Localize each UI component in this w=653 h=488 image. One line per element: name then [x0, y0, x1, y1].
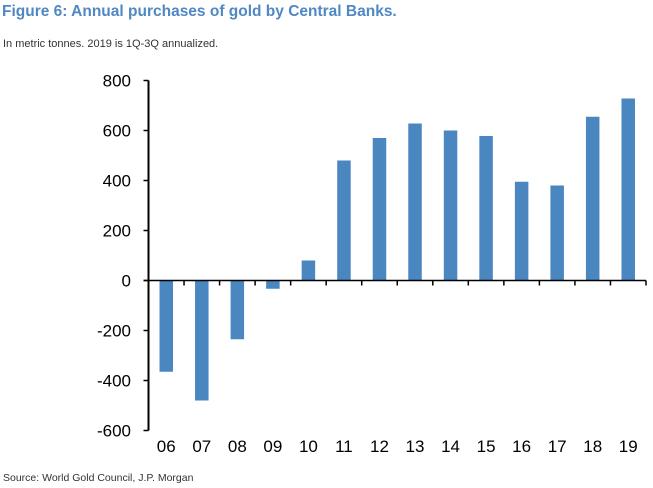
- x-tick-label: 08: [228, 437, 247, 456]
- y-tick-label: 800: [103, 72, 131, 91]
- y-tick-label: 200: [103, 222, 131, 241]
- bar-17: [550, 185, 564, 281]
- x-tick-label: 07: [192, 437, 211, 456]
- x-tick-label: 06: [157, 437, 176, 456]
- bar-06: [159, 280, 174, 372]
- bar-13: [408, 123, 422, 281]
- bar-07: [195, 280, 209, 401]
- x-tick-label: 12: [370, 437, 389, 456]
- x-tick-label: 10: [299, 437, 318, 456]
- x-tick-label: 09: [263, 437, 282, 456]
- x-tick-label: 19: [619, 437, 638, 456]
- bar-19: [621, 98, 635, 281]
- source-note: Source: World Gold Council, J.P. Morgan: [3, 472, 194, 484]
- bar-18: [585, 116, 600, 281]
- bar-10: [301, 260, 316, 281]
- y-tick-label: -400: [97, 372, 131, 391]
- y-tick-label: 0: [122, 272, 131, 291]
- y-tick-label: 400: [103, 172, 131, 191]
- x-axis-ticks: 06 07 08 09 10 11 12 13 14 15 16 17 18 19: [157, 280, 647, 456]
- bar-15: [479, 136, 493, 281]
- x-tick-label: 18: [583, 437, 602, 456]
- axes-group: [143, 80, 646, 431]
- x-tick-label: 15: [477, 437, 496, 456]
- y-tick-label: -200: [97, 322, 131, 341]
- x-tick-label: 14: [441, 437, 460, 456]
- x-tick-label: 17: [548, 437, 567, 456]
- x-tick-label: 11: [335, 437, 353, 456]
- bars-group: [159, 98, 635, 401]
- x-tick-label: 16: [512, 437, 531, 456]
- chart-subtitle: In metric tonnes. 2019 is 1Q-3Q annualiz…: [3, 38, 219, 50]
- bar-09: [266, 280, 280, 289]
- bar-16: [514, 181, 529, 281]
- bar-08: [230, 280, 245, 340]
- bar-14: [443, 130, 458, 281]
- y-tick-label: 600: [103, 122, 131, 141]
- bar-11: [337, 160, 351, 281]
- x-tick-label: 13: [406, 437, 425, 456]
- chart-title: Figure 6: Annual purchases of gold by Ce…: [2, 3, 397, 20]
- y-tick-label: -600: [97, 422, 131, 441]
- y-axis-ticks: 800 600 400 200 0 -200 -400 -600: [97, 72, 149, 441]
- bar-12: [372, 138, 387, 281]
